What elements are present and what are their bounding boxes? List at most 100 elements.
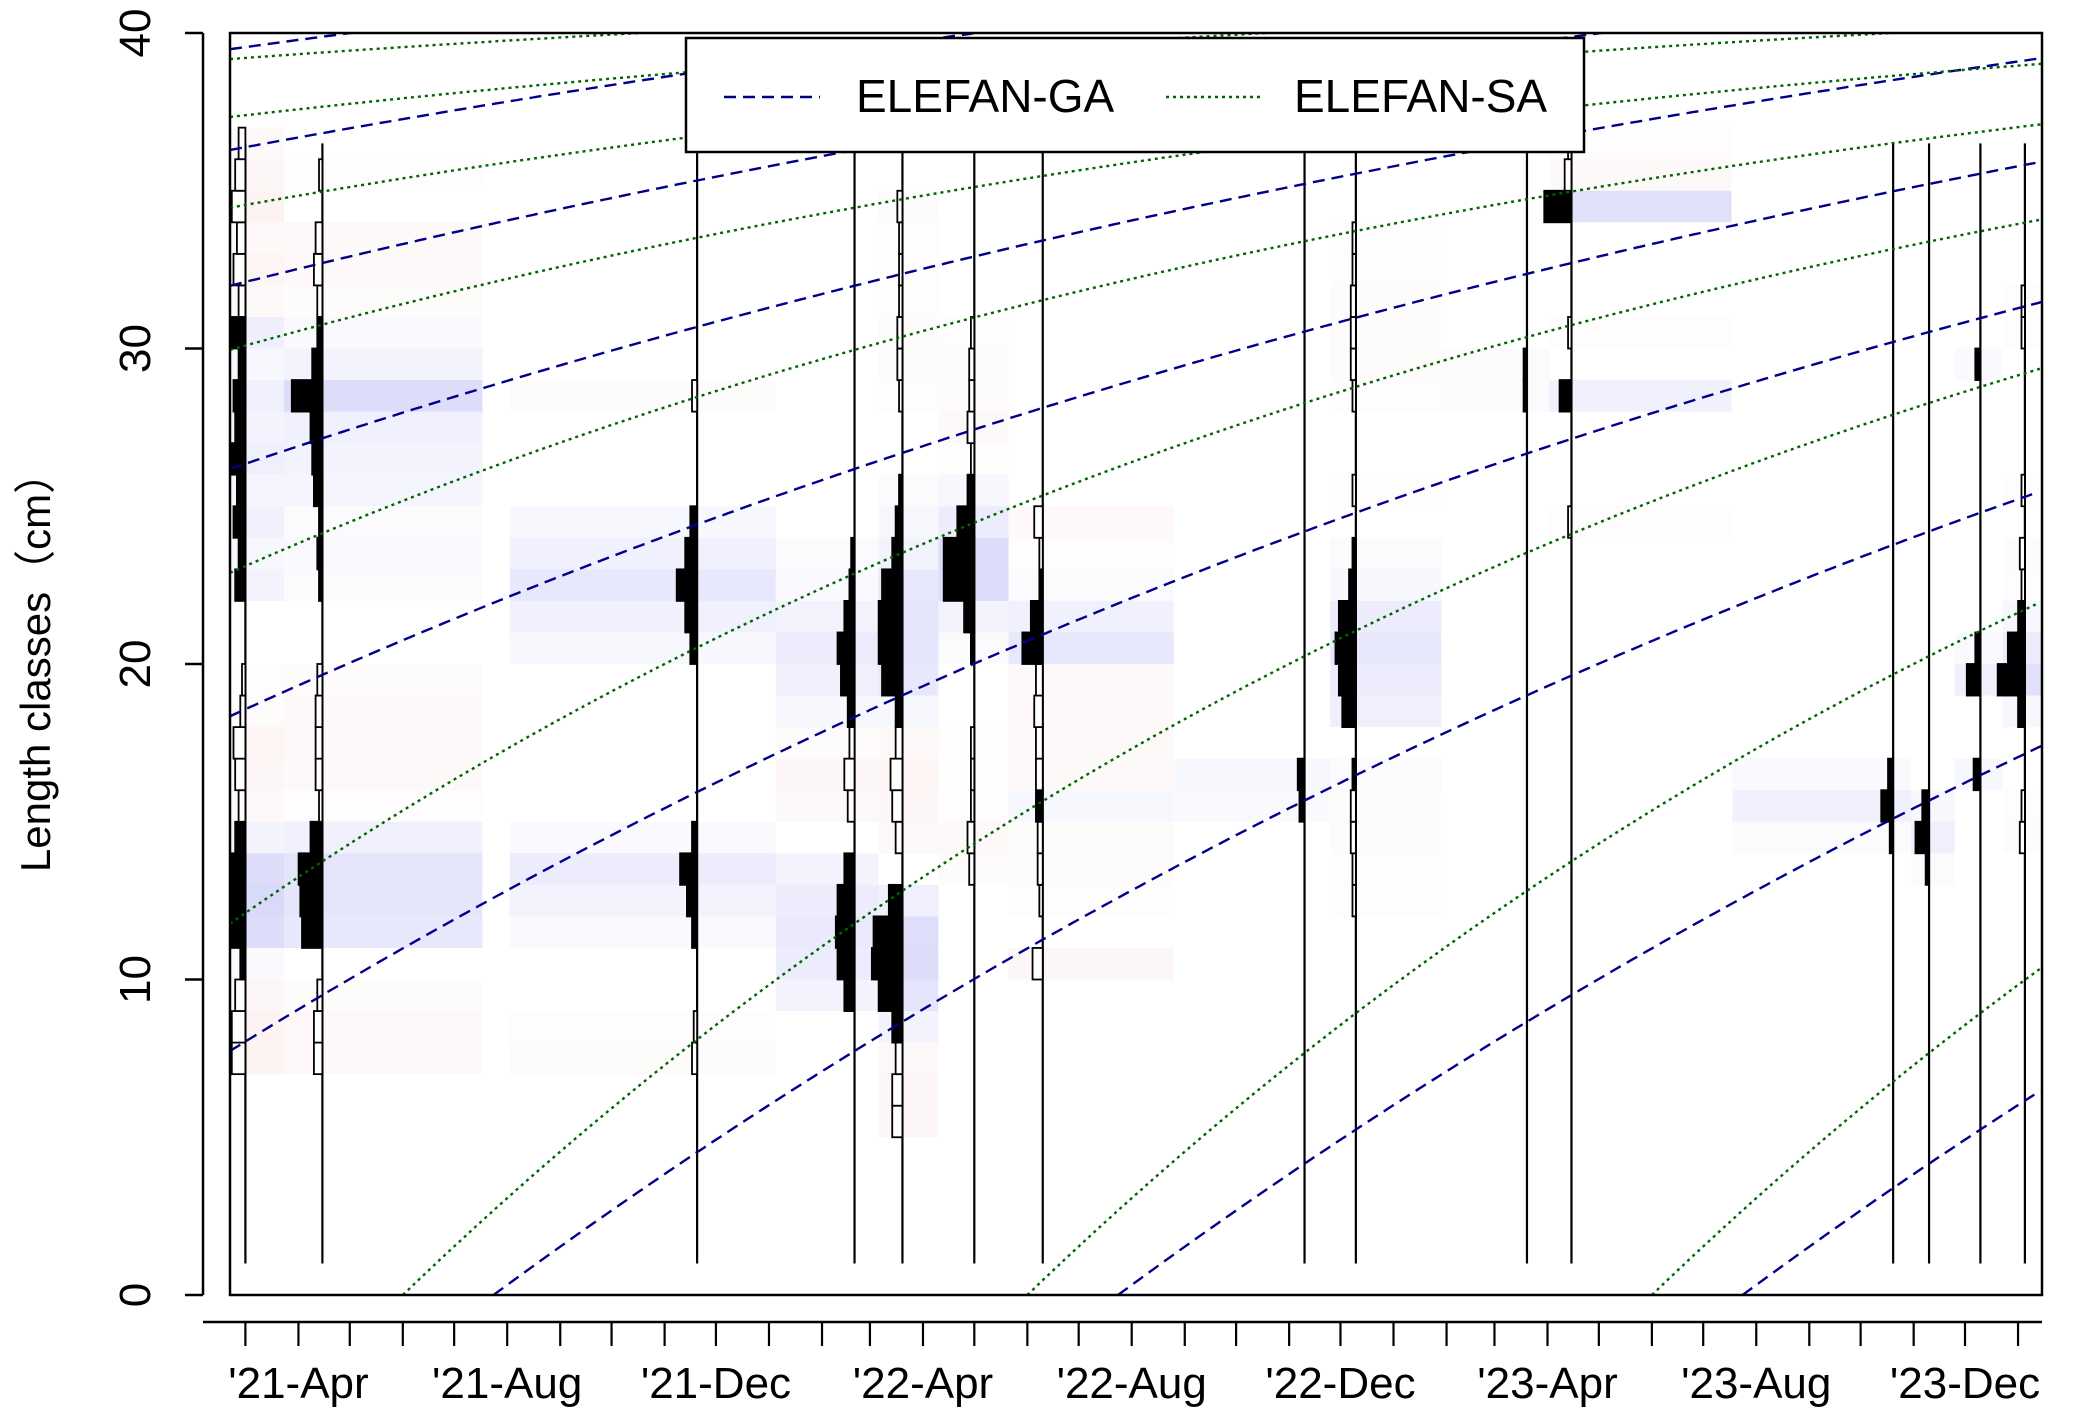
histogram-bar [1351,536,1357,571]
score-cell [1330,285,1441,317]
histogram-bar [235,221,247,255]
histogram-bar [237,347,247,381]
score-cell [775,600,879,633]
histogram-bar [234,158,247,192]
histogram-bar [894,694,904,728]
score-cell [230,506,284,538]
score-cell [510,822,776,854]
histogram-bar [2017,694,2026,728]
x-tick-label: '23-Apr [1477,1359,1617,1408]
score-cell [878,285,938,317]
histogram-bar [232,379,247,413]
histogram-bar [970,726,976,760]
histogram-bar [1035,726,1044,760]
score-cell [2003,569,2055,601]
histogram-bar [850,536,856,571]
histogram-bar [894,1041,904,1076]
histogram-bar [942,568,976,602]
score-cell [1008,758,1174,791]
histogram-bar [1337,600,1357,634]
histogram-bar [239,694,247,728]
histogram-bar [872,915,904,949]
histogram-bar [896,347,904,381]
histogram-bar [891,536,904,571]
growth-curve-sa [230,33,1290,119]
score-cell [878,790,939,822]
histogram-bar [1349,284,1357,318]
legend-label-sa: ELEFAN-SA [1294,70,1547,122]
histogram-bar [232,252,247,287]
histogram-bar [836,947,856,981]
score-cell [230,1042,284,1075]
histogram-bar [970,442,976,476]
histogram-bar [836,883,856,918]
y-tick-label: 30 [111,324,160,373]
growth-curve-sa [1026,602,2040,1295]
histogram-bar [1021,631,1044,665]
histogram-bar [968,852,976,886]
histogram-bar [877,600,904,634]
histogram-bar [1974,347,1982,381]
histogram-bar [898,221,904,255]
histogram-bar [898,252,904,287]
score-cell [775,632,879,664]
score-cell [1009,822,1174,854]
histogram-bar [896,316,904,350]
histogram-bar [237,126,247,161]
histogram-bar [894,820,904,855]
x-tick-label: '21-Dec [641,1359,791,1408]
histogram-bar [2017,600,2026,634]
score-cell [1911,853,1955,885]
histogram-bar [314,757,324,792]
score-cell [1330,885,1441,917]
score-cell [1009,538,1174,570]
score-cell [230,758,284,791]
histogram-bar [234,757,247,792]
score-cell [1009,569,1174,601]
histogram-bar [301,915,324,949]
growth-curve-ga [230,33,987,152]
histogram-bar [870,947,904,981]
score-cell [878,727,939,759]
score-cell [1330,853,1441,885]
histogram-bar [846,694,856,728]
histogram-bar [956,505,976,539]
score-cell [1174,790,1331,822]
histogram-bar [1351,852,1357,886]
score-cell [284,569,482,601]
histogram-bar [686,883,699,918]
score-cell [509,884,776,917]
histogram-bar [1543,189,1573,224]
histogram-bar [1349,820,1357,855]
histogram-bar [843,600,856,634]
score-cell [230,222,284,254]
histogram-bar [891,1073,904,1107]
histogram-bar [237,789,247,823]
score-cell [1441,380,1549,412]
score-cell [509,853,776,885]
score-cell [284,159,482,191]
score-cell [230,821,284,854]
score-cell [1549,190,1732,223]
histogram-bar [894,505,904,539]
histogram-bar [1349,316,1357,350]
score-cell [230,727,284,759]
score-cell [1330,822,1441,854]
score-cell [510,1043,776,1075]
histogram-bar [311,347,324,381]
histogram-bar [1996,663,2026,697]
score-cell [878,1011,939,1043]
growth-curve-ga [492,490,2039,1295]
histogram-bar [318,568,324,602]
histogram-bar [1038,883,1044,918]
score-cell [775,979,879,1012]
score-cell [284,790,482,822]
histogram-bar [692,1010,699,1044]
score-cell [509,537,776,570]
histogram-bar [684,536,699,571]
histogram-bar [942,536,976,571]
histogram-bar [2018,536,2026,571]
histogram-bar [836,631,856,665]
score-cell [1549,380,1732,412]
